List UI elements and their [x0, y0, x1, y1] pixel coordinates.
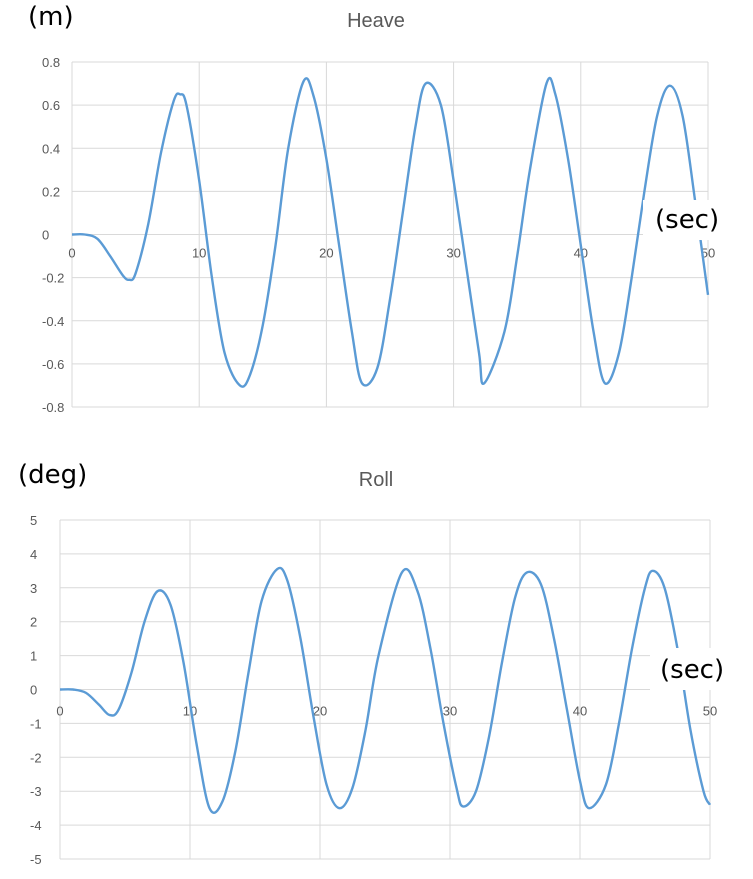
heave-y-tick-label: 0 — [42, 228, 49, 243]
roll-x-tick-label: 20 — [313, 704, 327, 719]
roll-y-tick-label: 1 — [30, 649, 37, 664]
heave-xlabel: (sec) — [655, 205, 719, 235]
roll-y-ticks: 5 4 3 2 1 0 -1 -2 -3 -4 -5 — [30, 513, 42, 867]
roll-x-tick-label: 10 — [183, 704, 197, 719]
heave-y-tick-label: 0.4 — [42, 141, 60, 156]
roll-ylabel: (deg) — [18, 460, 87, 490]
roll-x-tick-label: 0 — [56, 704, 63, 719]
heave-x-tick-label: 20 — [319, 246, 333, 261]
roll-y-tick-label: 2 — [30, 615, 37, 630]
roll-xlabel: (sec) — [660, 655, 724, 685]
heave-x-tick-label: 30 — [446, 246, 460, 261]
heave-ylabel: (m) — [28, 2, 74, 32]
heave-y-tick-label: 0.6 — [42, 98, 60, 113]
heave-y-tick-label: 0.8 — [42, 55, 60, 70]
heave-x-ticks: 0 10 20 30 40 50 — [68, 246, 715, 261]
heave-chart: (m) Heave 0.80.60.40.20-0.2-0.4-0.6-0.8 … — [28, 2, 721, 415]
heave-x-tick-label: 0 — [68, 246, 75, 261]
heave-y-tick-label: -0.4 — [42, 314, 64, 329]
roll-y-tick-label: -2 — [30, 750, 42, 765]
roll-y-tick-label: 0 — [30, 683, 37, 698]
heave-x-tick-label: 10 — [192, 246, 206, 261]
heave-grid — [71, 61, 709, 408]
heave-y-tick-label: 0.2 — [42, 184, 60, 199]
roll-y-tick-label: 3 — [30, 581, 37, 596]
roll-y-tick-label: -1 — [30, 716, 42, 731]
roll-y-tick-label: -4 — [30, 818, 42, 833]
heave-y-tick-label: -0.2 — [42, 271, 64, 286]
roll-y-tick-label: 4 — [30, 547, 37, 562]
heave-y-tick-label: -0.8 — [42, 400, 64, 415]
roll-x-tick-label: 30 — [443, 704, 457, 719]
roll-series-line — [59, 566, 712, 814]
heave-y-tick-label: -0.6 — [42, 357, 64, 372]
heave-series — [71, 76, 710, 388]
heave-title: Heave — [347, 10, 405, 32]
heave-y-ticks: 0.8 0.6 0.4 0.2 0 -0.2 -0.4 -0.6 -0.8 — [42, 55, 64, 415]
roll-y-tick-label: -5 — [30, 852, 42, 867]
roll-x-tick-label: 50 — [703, 704, 717, 719]
roll-y-tick-label: 5 — [30, 513, 37, 528]
roll-x-tick-label: 40 — [573, 704, 587, 719]
roll-series — [59, 566, 712, 814]
heave-x-tick-label: 50 — [701, 246, 715, 261]
roll-y-tick-label: -3 — [30, 784, 42, 799]
heave-series-line — [71, 76, 710, 388]
roll-x-ticks: 0 10 20 30 40 50 — [56, 704, 717, 719]
roll-title: Roll — [359, 469, 393, 491]
roll-grid — [59, 519, 711, 860]
roll-xlabel-background — [650, 648, 730, 690]
heave-xlabel-background — [643, 200, 721, 240]
